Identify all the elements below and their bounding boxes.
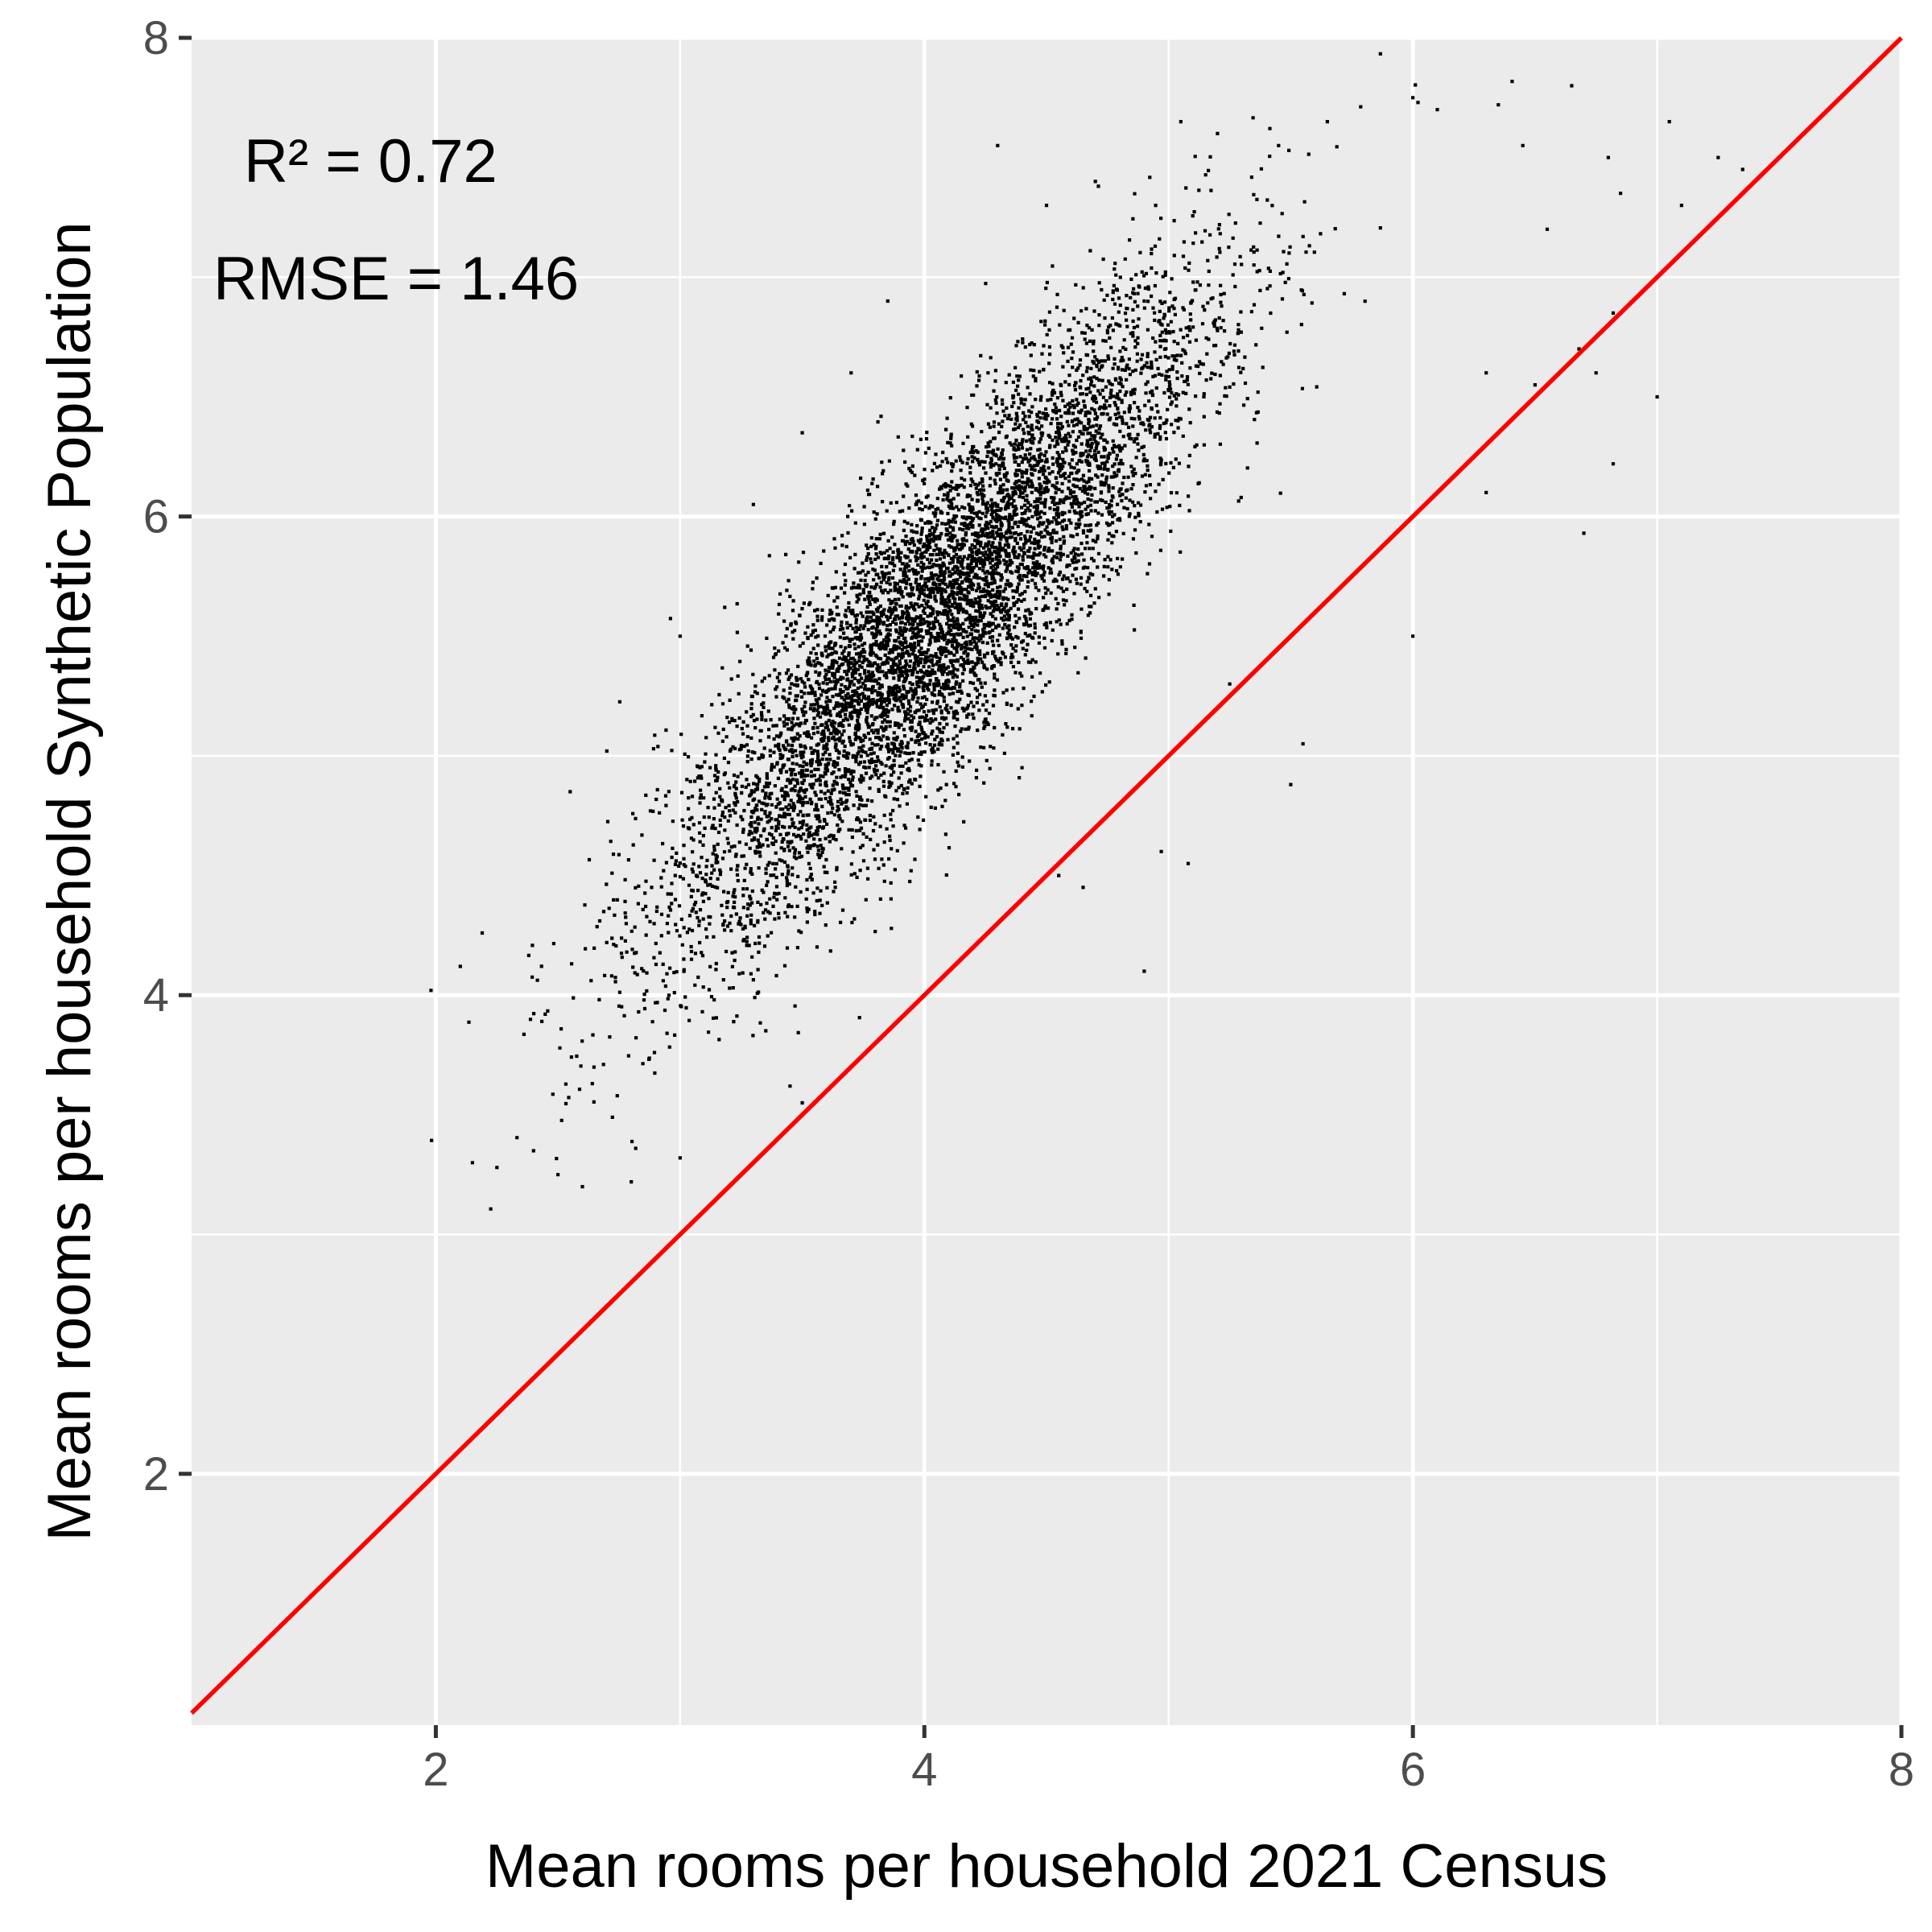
- y-axis-title: Mean rooms per household Synthetic Popul…: [35, 221, 104, 1541]
- x-tick-label: 2: [423, 1744, 448, 1796]
- reference-line-layer: [190, 36, 1903, 1715]
- reference-line: [190, 36, 1903, 1715]
- x-tick-label: 4: [911, 1744, 937, 1796]
- scatter-point-cloud: [429, 52, 1744, 1211]
- y-tick-label: 2: [143, 1448, 169, 1501]
- y-tick-label: 6: [143, 491, 169, 543]
- y-tick-label: 8: [143, 12, 169, 64]
- x-axis-title: Mean rooms per household 2021 Census: [485, 1832, 1608, 1901]
- axes: [179, 35, 1904, 1738]
- x-tick-label: 6: [1400, 1744, 1426, 1796]
- rmse-annotation: RMSE = 1.46: [213, 245, 579, 313]
- scatter-points: [429, 52, 1744, 1211]
- tick-labels: 2 4 6 8 2 4 6 8: [143, 12, 1914, 1796]
- x-tick-label: 8: [1889, 1744, 1914, 1796]
- grid-lines: [192, 35, 1904, 1725]
- y-tick-label: 4: [143, 969, 169, 1022]
- r-squared-annotation: R² = 0.72: [244, 127, 497, 196]
